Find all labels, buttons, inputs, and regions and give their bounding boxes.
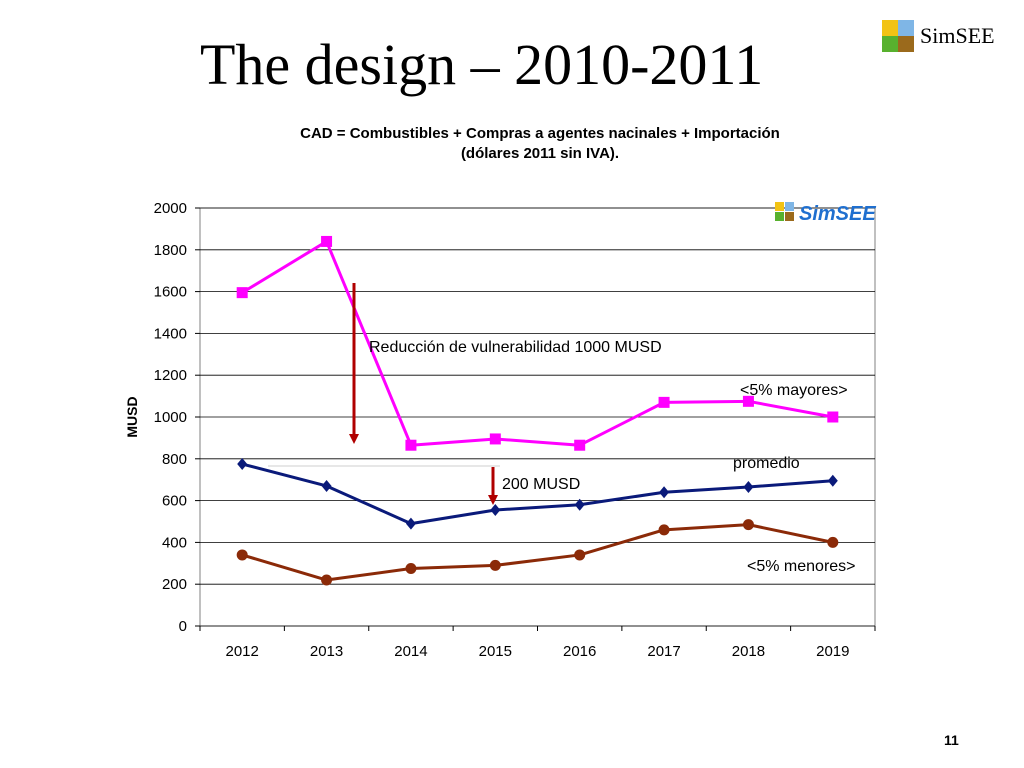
data-point (659, 486, 670, 499)
data-point (405, 439, 417, 451)
annotation-arrow-head (488, 495, 498, 505)
data-point (490, 504, 501, 517)
x-tick-label: 2014 (394, 643, 427, 660)
data-point (827, 536, 839, 548)
data-point (405, 563, 417, 575)
data-point (658, 396, 670, 408)
watermark-square (775, 212, 784, 221)
y-tick-label: 400 (162, 534, 187, 551)
page-number: 11 (944, 732, 959, 748)
watermark-square (775, 202, 784, 211)
simsee-logo: SimSEE (882, 20, 995, 52)
y-tick-label: 1200 (154, 367, 187, 384)
logo-square-brown (898, 36, 914, 52)
data-point (237, 458, 248, 471)
y-tick-label: 1600 (154, 284, 187, 301)
x-tick-label: 2013 (310, 643, 343, 660)
y-tick-label: 800 (162, 451, 187, 468)
annotation-label: 200 MUSD (502, 476, 580, 493)
series-label: <5% menores> (747, 558, 856, 575)
watermark-square (785, 212, 794, 221)
data-point (742, 519, 754, 531)
y-tick-label: 600 (162, 493, 187, 510)
x-tick-label: 2017 (647, 643, 680, 660)
chart-title-line-2: (dólares 2011 sin IVA). (460, 145, 620, 162)
x-tick-label: 2019 (816, 643, 849, 660)
data-point (742, 395, 754, 407)
data-point (827, 474, 838, 487)
y-tick-label: 1800 (154, 242, 187, 259)
logo-square-yellow (882, 20, 898, 36)
slide-title: The design – 2010-2011 (200, 32, 764, 97)
x-tick-label: 2018 (732, 643, 765, 660)
y-tick-label: 2000 (154, 200, 187, 217)
x-tick-label: 2012 (226, 643, 259, 660)
data-point (489, 559, 501, 571)
y-tick-label: 0 (179, 618, 187, 635)
chart-title: CAD = Combustibles + Compras a agentes n… (230, 124, 850, 164)
logo-text: SimSEE (920, 23, 995, 48)
data-point (658, 524, 670, 536)
watermark-square (785, 202, 794, 211)
x-tick-label: 2015 (479, 643, 512, 660)
data-point (574, 498, 585, 511)
simsee-logo-icon (882, 20, 914, 52)
chart-title-line-1: CAD = Combustibles + Compras a agentes n… (300, 125, 780, 142)
x-tick-label: 2016 (563, 643, 596, 660)
series-label: promedio (733, 455, 800, 472)
data-point (574, 439, 586, 451)
y-axis-label: MUSD (124, 396, 140, 437)
logo-square-green (882, 36, 898, 52)
annotation-label: Reducción de vulnerabilidad 1000 MUSD (369, 339, 662, 356)
logo-square-blue (898, 20, 914, 36)
y-tick-label: 1000 (154, 409, 187, 426)
series-label: <5% mayores> (740, 382, 848, 399)
data-point (489, 433, 501, 445)
series-line (241, 239, 834, 447)
y-tick-label: 1400 (154, 325, 187, 342)
y-tick-label: 200 (162, 576, 187, 593)
data-point (405, 517, 416, 530)
data-point (827, 411, 839, 423)
data-point (321, 235, 333, 247)
data-point (743, 481, 754, 494)
watermark-text: SimSEE (799, 203, 876, 225)
series-line (241, 462, 833, 526)
data-point (236, 549, 248, 561)
data-point (574, 549, 586, 561)
data-point (321, 574, 333, 586)
data-point (236, 287, 248, 299)
series-line (241, 523, 834, 582)
annotation-arrow-head (349, 434, 359, 444)
data-point (321, 479, 332, 492)
